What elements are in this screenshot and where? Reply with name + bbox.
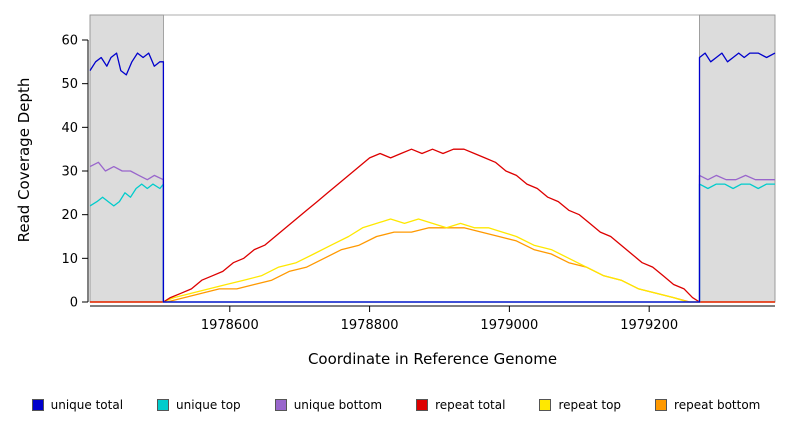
legend-swatch-repeat-total xyxy=(416,399,429,411)
y-tick-label: 0 xyxy=(70,296,78,311)
y-tick-label: 20 xyxy=(61,208,78,223)
legend-label: repeat top xyxy=(558,398,622,412)
shaded-region xyxy=(89,14,164,303)
legend-label: unique bottom xyxy=(293,398,383,412)
shaded-region xyxy=(699,14,776,303)
legend-swatch-repeat-bottom xyxy=(655,399,668,411)
y-tick-label: 30 xyxy=(61,165,78,180)
legend-item-unique-bottom: unique bottom xyxy=(274,398,383,412)
legend-swatch-unique-top xyxy=(157,399,170,411)
legend-label: repeat bottom xyxy=(674,398,761,412)
plot-area: 0 10 20 30 40 50 60 1978600 1978800 1979000 197920… xyxy=(61,14,776,333)
legend-item-unique-total: unique total xyxy=(31,398,124,412)
legend: unique total unique top unique bottom re… xyxy=(0,398,792,412)
y-tick-label: 40 xyxy=(61,121,78,136)
legend-swatch-unique-bottom xyxy=(274,399,287,411)
series-line-repeat-total xyxy=(90,148,775,303)
legend-swatch-repeat-top xyxy=(539,399,552,411)
series-line-unique-bottom xyxy=(89,161,775,303)
y-tick-label: 60 xyxy=(61,34,78,49)
legend-label: unique top xyxy=(176,398,241,412)
series-line-unique-top xyxy=(89,183,775,303)
legend-item-unique-top: unique top xyxy=(157,398,241,412)
plot-box xyxy=(89,14,776,303)
x-axis-label: Coordinate in Reference Genome xyxy=(307,350,558,368)
y-tick-label: 10 xyxy=(61,252,78,267)
y-axis-label: Read Coverage Depth xyxy=(15,77,33,243)
x-tick-label: 1979000 xyxy=(480,318,538,333)
legend-item-repeat-top: repeat top xyxy=(539,398,621,412)
x-tick-label: 1979200 xyxy=(620,318,678,333)
legend-item-repeat-total: repeat total xyxy=(416,398,505,412)
series-line-repeat-bottom xyxy=(90,227,775,303)
legend-swatch-unique-total xyxy=(31,399,44,411)
series-line-unique-total xyxy=(89,52,776,303)
series-line-repeat-top xyxy=(90,218,775,303)
legend-label: repeat total xyxy=(435,398,506,412)
x-tick-label: 1978800 xyxy=(341,318,399,333)
x-tick-label: 1978600 xyxy=(201,318,259,333)
y-tick-label: 50 xyxy=(61,77,78,92)
legend-item-repeat-bottom: repeat bottom xyxy=(655,398,760,412)
legend-label: unique total xyxy=(50,398,124,412)
